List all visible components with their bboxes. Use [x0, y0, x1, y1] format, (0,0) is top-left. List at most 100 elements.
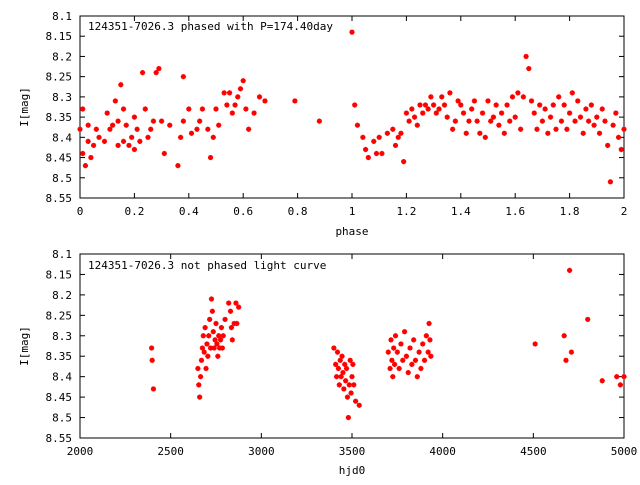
data-point [197, 394, 203, 400]
data-point [195, 365, 201, 372]
data-point [493, 102, 499, 108]
data-point [222, 316, 228, 323]
data-point [210, 134, 216, 140]
data-point [337, 357, 343, 363]
data-point [561, 102, 567, 108]
data-point [93, 126, 99, 132]
data-point [231, 320, 237, 327]
data-point [334, 349, 341, 355]
data-point [398, 341, 404, 347]
data-point [477, 130, 483, 136]
x-tick-label: 0.2 [124, 205, 144, 218]
data-point [199, 106, 205, 112]
data-point [129, 134, 135, 140]
data-point [542, 106, 548, 112]
data-point [229, 337, 235, 343]
data-point [150, 118, 157, 124]
data-point [149, 345, 155, 351]
data-point [394, 349, 400, 355]
data-point [373, 150, 380, 157]
data-point [316, 118, 322, 124]
data-point [564, 126, 570, 132]
x-tick-label: 1.6 [505, 205, 525, 218]
data-point [262, 98, 268, 104]
data-point [350, 361, 356, 367]
data-point [421, 357, 428, 363]
data-point [400, 357, 406, 363]
data-point [115, 142, 121, 149]
data-point [256, 94, 263, 100]
data-point [198, 357, 205, 363]
data-point [202, 325, 208, 331]
data-point [452, 118, 458, 124]
data-point [226, 300, 232, 306]
data-point [120, 138, 127, 144]
data-point [167, 122, 173, 128]
data-point [175, 163, 181, 169]
x-tick-label: 1.4 [451, 205, 471, 218]
y-axis-label: I[mag] [18, 326, 31, 366]
data-point [347, 357, 353, 363]
data-point [134, 126, 140, 132]
phased-light-curve-panel: 124351-7026.3 phased with P=174.40day ph… [18, 10, 627, 238]
data-point [348, 390, 354, 396]
data-point [180, 118, 186, 124]
x-tick-label: 4500 [520, 445, 547, 458]
data-point [405, 369, 411, 376]
data-point [349, 374, 355, 380]
y-tick-label: 8.55 [46, 432, 73, 445]
y-tick-label: 8.45 [46, 152, 73, 165]
data-point [150, 386, 157, 392]
y-tick-label: 8.3 [52, 330, 72, 343]
data-point [96, 134, 102, 140]
data-point [526, 65, 532, 72]
data-point [384, 130, 390, 136]
data-point [411, 114, 418, 120]
x-tick-label: 0 [77, 205, 84, 218]
data-point [126, 142, 132, 149]
data-point [196, 382, 202, 388]
x-tick-label: 3500 [339, 445, 366, 458]
data-point [156, 65, 162, 72]
data-point [392, 333, 399, 339]
data-point [617, 382, 623, 388]
data-point [82, 163, 89, 169]
data-point [433, 110, 439, 116]
data-point [354, 122, 361, 128]
data-point [131, 114, 137, 120]
data-point [450, 126, 456, 132]
data-point [583, 106, 589, 112]
data-point [550, 102, 556, 108]
data-point [426, 320, 432, 327]
x-tick-label: 3000 [248, 445, 275, 458]
data-point [577, 114, 584, 120]
data-point [188, 130, 195, 136]
data-point [605, 142, 611, 149]
data-point [379, 150, 385, 157]
data-point [420, 110, 426, 116]
data-point [336, 382, 342, 388]
data-point [455, 98, 461, 104]
y-tick-label: 8.55 [46, 192, 73, 205]
data-point [118, 82, 124, 88]
data-point [518, 126, 524, 132]
data-point [148, 126, 154, 132]
data-point [227, 90, 233, 96]
data-point [228, 325, 235, 331]
data-point [80, 150, 86, 157]
data-point [149, 357, 155, 363]
data-point [208, 296, 215, 302]
data-point [153, 70, 159, 76]
data-point [115, 118, 121, 124]
data-point [436, 106, 442, 112]
x-tick-label: 1.2 [396, 205, 416, 218]
data-point [180, 74, 186, 80]
axis-ticks: 0 0.2 0.4 0.6 0.8 1 1.2 1.4 1.6 1.8 2 8.1 8.15 8.2 8.2… [46, 10, 628, 218]
data-point [532, 341, 538, 347]
data-point [504, 102, 510, 108]
data-point [414, 122, 420, 128]
data-point [351, 382, 357, 388]
data-point [199, 345, 205, 351]
data-point [341, 386, 347, 392]
